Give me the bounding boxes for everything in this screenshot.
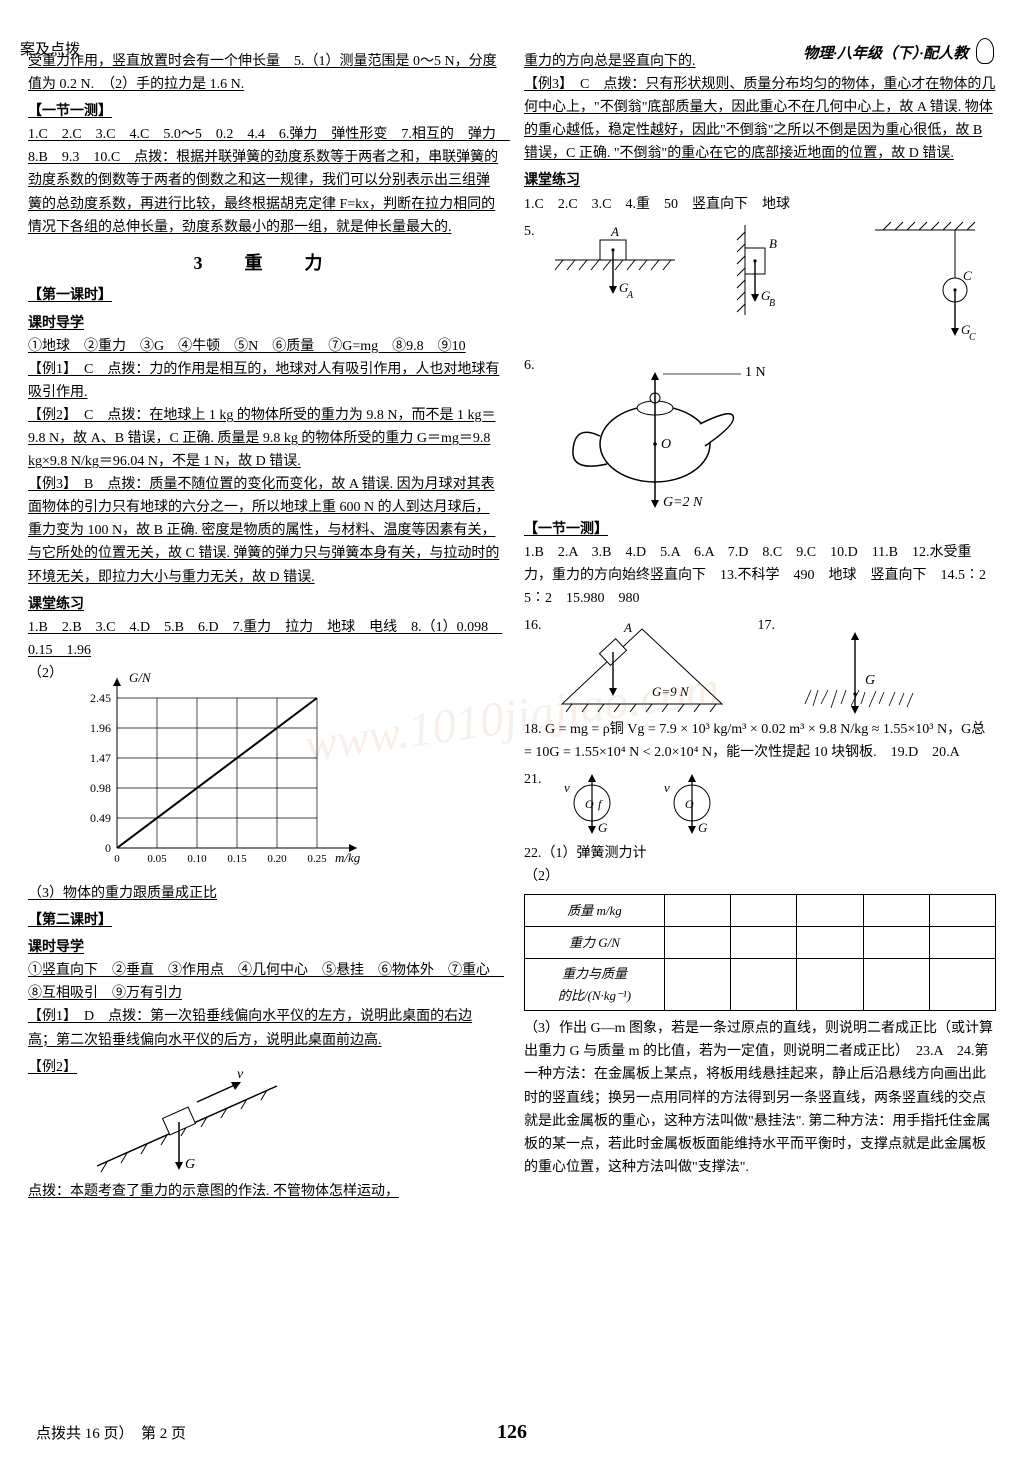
table22: 质量 m/kg 重力 G/N 重力与质量 的比/(N·kg⁻¹) [524,894,996,1011]
fig6-teapot: O 1 N G=2 N [545,354,825,514]
svg-text:G=2 N: G=2 N [663,495,703,510]
right-h2: 【一节一测】 [524,518,996,541]
left-h4: 课堂练习 [28,593,500,616]
left-p4: 【例1】 C 点拨：力的作用是相互的，地球对人有吸引作用，人也对地球有吸引作用. [28,358,500,404]
fig17-svg: G [785,614,925,714]
graph-svg: 0 0.49 0.98 1.47 1.96 2.45 0 0.05 0.10 0… [77,668,377,878]
svg-text:0.98: 0.98 [90,781,111,795]
svg-text:v: v [664,780,670,795]
left-p2: 1.C 2.C 3.C 4.C 5.0～5 0.2 4.4 6.弹力 弹性形变 … [28,123,500,238]
table-row: 质量 m/kg [525,895,996,927]
svg-text:B: B [769,236,777,251]
svg-text:1.96: 1.96 [90,721,111,735]
svg-text:G: G [698,820,708,835]
fig16-svg: A G=9 N [552,614,732,714]
header-deco-icon [976,38,994,64]
svg-text:O: O [661,437,671,452]
left-p11: 【例1】 D 点拨：第一次铅垂线偏向水平仪的左方，说明此桌面的右边高；第二次铅垂… [28,1005,500,1051]
left-p8-label: （2） [28,662,63,685]
right-17-label: 17. [758,614,776,714]
right-p7: 18. G = mg = ρ铜 Vg = 7.9 × 10³ kg/m³ × 0… [524,718,996,764]
svg-text:1 N: 1 N [745,365,766,380]
left-p9: （3）物体的重力跟质量成正比 [28,882,500,905]
right-16-label: 16. [524,614,542,714]
svg-text:0.15: 0.15 [227,853,247,865]
svg-text:0: 0 [105,841,111,855]
section-title: 3 重 力 [28,249,500,279]
fig21-svg: v O f G v O G [552,768,802,838]
left-p13: 点拨：本题考查了重力的示意图的作法. 不管物体怎样运动， [28,1180,500,1203]
right-p1: 【例3】 C 点拨：只有形状规则、质量分布均匀的物体，重心才在物体的几何中心上，… [524,73,996,165]
table-header: 重力与质量 的比/(N·kg⁻¹) [525,959,665,1011]
table-header: 质量 m/kg [525,895,665,927]
svg-text:B: B [769,298,775,309]
svg-text:2.45: 2.45 [90,691,111,705]
svg-text:v: v [237,1067,244,1082]
right-p11: （3）作出 G—m 图象，若是一条过原点的直线，则说明二者成正比（或计算出重力 … [524,1017,996,1179]
right-p3-label: 5. [524,220,535,350]
left-p7: 1.B 2.B 3.C 4.D 5.B 6.D 7.重力 拉力 地球 电线 8.… [28,616,500,662]
svg-text:A: A [626,290,634,301]
svg-text:A: A [610,224,619,239]
svg-text:0: 0 [114,853,120,865]
left-p10: ①竖直向下 ②垂直 ③作用点 ④几何中心 ⑤悬挂 ⑥物体外 ⑦重心 ⑧互相吸引 … [28,959,500,1005]
svg-text:0.25: 0.25 [307,853,327,865]
right-h1: 课堂练习 [524,169,996,192]
right-p10-label: （2） [524,865,996,888]
header-left: 案及点拨 [20,38,80,63]
svg-text:1.47: 1.47 [90,751,111,765]
header-right-text: 物理·八年级（下）·配人教 [803,46,968,62]
graph-g-vs-m: 0 0.49 0.98 1.47 1.96 2.45 0 0.05 0.10 0… [77,668,377,878]
svg-text:C: C [969,332,976,343]
right-p8-label: 21. [524,768,542,838]
svg-text:0.49: 0.49 [90,811,111,825]
svg-text:G/N: G/N [129,670,152,685]
svg-text:G: G [598,820,608,835]
svg-text:G: G [185,1157,195,1172]
left-h6: 课时导学 [28,936,500,959]
table-header: 重力 G/N [525,927,665,959]
right-p9: 22.（1）弹簧测力计 [524,842,996,865]
svg-text:C: C [963,268,972,283]
left-h1: 【一节一测】 [28,100,500,123]
left-h3: 课时导学 [28,312,500,335]
left-column: 受重力作用，竖直放置时会有一个伸长量 5.（1）测量范围是 0～5 N，分度值为… [28,50,500,1203]
svg-text:0.05: 0.05 [147,853,167,865]
left-h5: 【第二课时】 [28,909,500,932]
header-right: 物理·八年级（下）·配人教 [803,38,994,67]
table-row: 重力 G/N [525,927,996,959]
left-p12-label: 【例2】 [28,1056,77,1176]
fig5-svg: A G A B G B [545,220,985,350]
right-p2: 1.C 2.C 3.C 4.重 50 竖直向下 地球 [524,193,996,216]
left-p5: 【例2】 C 点拨：在地球上 1 kg 的物体所受的重力为 9.8 N，而不是 … [28,404,500,473]
table-row: 重力与质量 的比/(N·kg⁻¹) [525,959,996,1011]
svg-text:m/kg: m/kg [335,850,361,865]
svg-text:G=9 N: G=9 N [652,684,690,699]
svg-text:G: G [865,673,875,688]
right-p4-label: 6. [524,354,535,514]
left-h2: 【第一课时】 [28,284,500,307]
svg-text:v: v [564,780,570,795]
left-p1: 受重力作用，竖直放置时会有一个伸长量 5.（1）测量范围是 0～5 N，分度值为… [28,50,500,96]
svg-text:0.10: 0.10 [187,853,207,865]
left-p6: 【例3】 B 点拨：质量不随位置的变化而变化，故 A 错误. 因为月球对其表面物… [28,473,500,588]
left-p3: ①地球 ②重力 ③G ④牛顿 ⑤N ⑥质量 ⑦G=mg ⑧9.8 ⑨10 [28,335,500,358]
svg-text:A: A [623,620,632,635]
right-column: 重力的方向总是竖直向下的. 【例3】 C 点拨：只有形状规则、质量分布均匀的物体… [524,50,996,1203]
incline-figure: G v [87,1056,287,1176]
page-number: 126 [0,1416,1024,1449]
svg-text:0.20: 0.20 [267,853,287,865]
right-p5: 1.B 2.A 3.B 4.D 5.A 6.A 7.D 8.C 9.C 10.D… [524,541,996,610]
